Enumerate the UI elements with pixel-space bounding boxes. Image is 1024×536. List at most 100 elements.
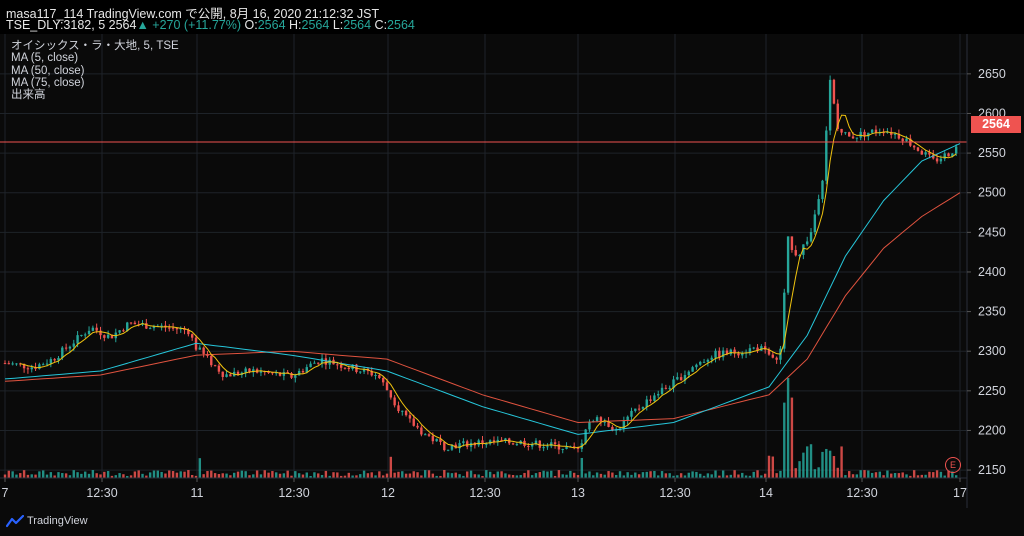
volume-bar [141, 473, 144, 478]
y-tick-label: 2650 [978, 67, 1006, 81]
time-axis[interactable]: 7 12:30 11 12:30 12 12:30 13 12:30 14 12:30 17 [2, 478, 967, 500]
candle-body [103, 335, 106, 338]
candle-body [118, 330, 121, 333]
close-value: 2564 [387, 18, 415, 32]
candle-body [309, 363, 312, 368]
candle-body [622, 420, 626, 429]
candle-body [790, 236, 794, 250]
volume-bar [286, 470, 289, 478]
candle-body [718, 350, 721, 358]
candle-body [794, 249, 797, 256]
volume-bar [114, 475, 117, 478]
candle-body [725, 350, 729, 355]
candle-body [649, 399, 652, 401]
candle-body [538, 440, 541, 448]
tradingview-brand[interactable]: TradingView [27, 515, 88, 527]
candle-body [641, 407, 645, 409]
candle-body [275, 372, 278, 374]
volume-bar [848, 471, 851, 478]
candle-body [699, 361, 702, 365]
volume-bar [431, 473, 435, 478]
candle-body [122, 330, 125, 332]
candle-body [848, 132, 851, 137]
candle-body [595, 417, 599, 422]
candle-body [775, 357, 778, 360]
volume-bar [500, 471, 503, 478]
candle-body [771, 354, 775, 358]
volume-bar [11, 471, 14, 478]
candle-body [378, 374, 381, 378]
candle-body [939, 158, 943, 162]
volume-bar [947, 470, 950, 478]
legend-volume[interactable]: 出来高 [11, 89, 46, 102]
legend-title: オイシックス・ラ・大地, 5, TSE [11, 40, 179, 52]
volume-bar [225, 473, 228, 478]
volume-bar [886, 470, 889, 478]
volume-bar [236, 471, 240, 478]
volume-bar [660, 471, 664, 478]
candle-body [213, 365, 217, 367]
volume-bar [714, 470, 717, 478]
legend-ma50[interactable]: MA (50, close) [11, 64, 85, 77]
candle-body [336, 364, 339, 366]
volume-bar [213, 473, 217, 478]
candle-body [95, 327, 98, 331]
candle-body [783, 292, 786, 349]
volume-bar [351, 475, 354, 478]
candle-body [401, 410, 404, 412]
volume-bar [91, 470, 95, 478]
candle-body [534, 440, 538, 445]
candle-body [691, 367, 694, 372]
tradingview-logo-icon[interactable] [6, 515, 24, 529]
volume-bar [653, 470, 656, 478]
volume-bar [565, 474, 568, 478]
y-tick-label: 2250 [978, 384, 1006, 398]
legend-ma5[interactable]: MA (5, close) [11, 52, 79, 65]
x-tick-label: 12:30 [278, 486, 309, 500]
x-tick-label: 12:30 [846, 486, 877, 500]
volume-bar [148, 472, 152, 478]
volume-bar [156, 470, 159, 478]
volume-bar [576, 475, 580, 478]
candle-body [466, 441, 469, 447]
candle-body [737, 353, 740, 356]
volume-bar [103, 471, 106, 478]
volume-bar [939, 471, 943, 478]
volume-bar [221, 473, 224, 478]
price-chart[interactable]: 2150220022502300235024002450250025502600… [0, 34, 1024, 508]
candle-body [179, 328, 182, 330]
y-tick-label: 2550 [978, 146, 1006, 160]
candle-body [152, 326, 156, 329]
candle-body [72, 343, 75, 347]
candle-body [439, 438, 442, 442]
volume-bar [320, 474, 324, 478]
legend-ma75[interactable]: MA (75, close) [11, 76, 85, 89]
candle-body [221, 371, 224, 377]
candle-body [462, 441, 465, 444]
candle-body [954, 146, 958, 154]
candle-body [370, 370, 373, 376]
candle-body [397, 405, 400, 412]
candle-body [882, 132, 885, 134]
legend: オイシックス・ラ・大地, 5, TSE MA (5, close) MA (50… [11, 40, 179, 101]
candle-body [607, 421, 610, 427]
volume-bar [355, 475, 358, 478]
candle-body [542, 447, 545, 449]
candle-body [710, 357, 713, 360]
volume-bar [42, 470, 45, 478]
volume-bar [427, 470, 431, 478]
price-axis[interactable]: 2150220022502300235024002450250025502600… [967, 67, 1006, 477]
candle-body [721, 350, 725, 358]
x-tick-label: 13 [571, 486, 585, 500]
y-tick-label: 2500 [978, 186, 1006, 200]
symbol-label: TSE_DLY:3182, 5 [6, 18, 106, 32]
volume-bar [595, 472, 599, 478]
volume-bar [588, 471, 591, 478]
earnings-badge[interactable]: E [945, 457, 961, 473]
volume-bar [469, 470, 473, 478]
volume-bar [515, 475, 519, 478]
volume-bar [676, 475, 679, 478]
volume-bar [790, 397, 794, 478]
volume-bar [584, 473, 587, 478]
